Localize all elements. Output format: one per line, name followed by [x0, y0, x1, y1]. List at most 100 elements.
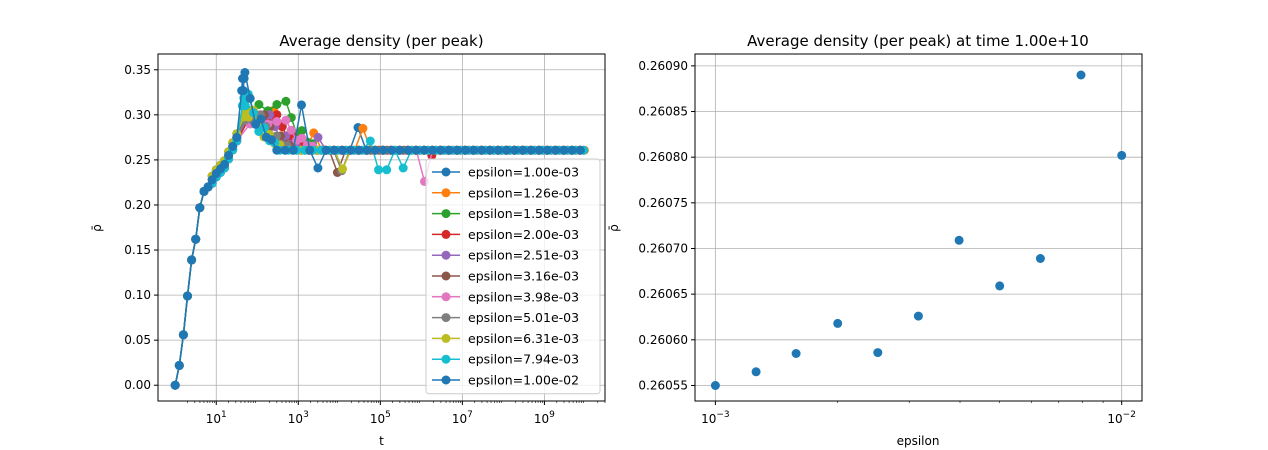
y-tick-label: 0.20: [124, 198, 151, 212]
legend-swatch-marker: [441, 271, 451, 281]
right-chart-points: [710, 70, 1127, 390]
series-marker: [382, 165, 392, 175]
x-tick-label-exponent: 9: [549, 410, 555, 420]
series-marker: [559, 145, 569, 155]
y-tick-label: 0.26065: [638, 287, 688, 301]
legend-label: epsilon=7.94e-03: [468, 352, 579, 367]
scatter-point: [1076, 70, 1086, 80]
series-marker: [461, 145, 470, 155]
left-chart-series: [170, 68, 589, 390]
x-tick-label: 10−2: [1107, 410, 1136, 426]
series-marker: [305, 145, 315, 155]
series-marker: [502, 145, 512, 155]
series-marker: [358, 123, 368, 133]
series-marker: [365, 136, 375, 146]
series-marker: [240, 101, 250, 111]
legend-entry: epsilon=3.16e-03: [432, 269, 579, 284]
series-marker: [469, 145, 479, 155]
legend-label: epsilon=6.31e-03: [468, 331, 579, 346]
series-marker: [228, 141, 238, 151]
scatter-point: [833, 318, 843, 328]
y-tick-label: 0.25: [124, 153, 151, 167]
series-marker: [420, 145, 429, 155]
series-marker: [354, 145, 364, 155]
y-tick-label: 0.35: [124, 63, 151, 77]
legend-entry: epsilon=2.00e-03: [432, 227, 579, 242]
series-marker: [281, 96, 291, 106]
x-tick-label-exponent: 3: [303, 410, 309, 420]
series-marker: [398, 163, 408, 173]
y-tick-label: 0.15: [124, 243, 151, 257]
legend-entry: epsilon=3.98e-03: [432, 289, 579, 304]
series-marker: [313, 132, 323, 142]
left-chart-legend: epsilon=1.00e-03 epsilon=1.26e-03 epsilon=…: [425, 158, 601, 395]
series-marker: [493, 145, 503, 155]
legend-label: epsilon=1.00e-02: [468, 373, 579, 388]
x-tick-label: 105: [370, 410, 391, 426]
left-chart-frame: [157, 53, 606, 402]
series-marker: [272, 100, 282, 109]
series-marker: [526, 145, 536, 155]
x-tick-label-base: 10: [288, 412, 303, 426]
series-epsilon=1.00e-02: [170, 68, 585, 390]
x-tick-label-base: 10: [534, 412, 549, 426]
series-marker: [313, 163, 323, 173]
legend-swatch-marker: [441, 209, 451, 219]
series-marker: [187, 255, 197, 265]
series-marker: [551, 145, 561, 155]
legend-entry: epsilon=7.94e-03: [432, 352, 579, 367]
series-marker: [238, 86, 248, 96]
series-marker: [403, 145, 413, 155]
x-tick-label-exponent: 5: [385, 410, 391, 420]
series-marker: [272, 117, 282, 126]
x-tick-label: 10−3: [701, 410, 730, 426]
left-chart-ticks: 101 103 105 107 1090.000.050.100.150.200.250…: [124, 63, 606, 426]
series-marker: [444, 145, 454, 155]
legend-box: [425, 158, 601, 395]
x-tick-label-exponent: −2: [1123, 410, 1136, 420]
right-chart-ticks: 10−3 10−20.260550.260600.260650.260700.26…: [638, 59, 1136, 426]
legend-swatch-marker: [441, 313, 451, 323]
scatter-point: [710, 381, 720, 390]
series-marker: [170, 380, 180, 390]
legend-label: epsilon=3.16e-03: [468, 269, 579, 284]
series-marker: [174, 360, 184, 370]
y-tick-label: 0.26075: [638, 196, 688, 210]
legend-label: epsilon=2.51e-03: [468, 248, 579, 263]
scatter-point: [1035, 254, 1045, 263]
series-marker: [452, 145, 462, 155]
right-chart-y-label: ρ̄: [607, 224, 621, 232]
legend-entry: epsilon=5.01e-03: [432, 310, 579, 325]
legend-entry: epsilon=1.58e-03: [432, 206, 579, 221]
x-tick-label-exponent: 7: [467, 410, 473, 420]
series-marker: [395, 145, 405, 155]
x-tick-label-base: 10: [206, 412, 221, 426]
x-tick-label-exponent: 1: [221, 410, 227, 420]
series-marker: [245, 93, 255, 103]
x-tick-label-exponent: −3: [716, 410, 729, 420]
legend-swatch-marker: [441, 167, 451, 177]
series-marker: [428, 145, 438, 155]
scatter-point: [873, 348, 883, 358]
left-chart: 101 103 105 107 1090.000.050.100.150.200.250…: [90, 32, 606, 448]
y-tick-label: 0.30: [124, 108, 151, 122]
legend-entry: epsilon=1.00e-03: [432, 165, 579, 180]
series-marker: [370, 145, 380, 155]
series-marker: [178, 330, 188, 340]
legend-label: epsilon=1.26e-03: [468, 185, 579, 200]
series-marker: [280, 145, 290, 155]
series-marker: [346, 145, 356, 155]
scatter-point: [954, 235, 964, 245]
right-chart-grid: [695, 54, 1142, 401]
y-tick-label: 0.00: [124, 378, 151, 392]
x-tick-label: 109: [534, 410, 555, 426]
series-marker: [338, 145, 347, 155]
scatter-point: [791, 349, 801, 358]
left-chart-x-label: t: [379, 434, 384, 448]
series-marker: [267, 135, 276, 145]
legend-swatch-marker: [441, 292, 451, 302]
legend-label: epsilon=2.00e-03: [468, 227, 579, 242]
legend-entry: epsilon=1.26e-03: [432, 185, 579, 200]
series-marker: [510, 145, 520, 155]
